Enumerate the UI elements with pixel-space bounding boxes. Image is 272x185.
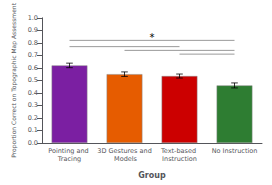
svg-text:Text-based: Text-based	[160, 147, 198, 155]
svg-text:Instruction: Instruction	[162, 155, 197, 163]
svg-text:*: *	[150, 32, 155, 43]
svg-text:No Instruction: No Instruction	[212, 147, 258, 155]
svg-text:0.4: 0.4	[28, 89, 38, 97]
svg-text:0.7: 0.7	[28, 51, 38, 59]
svg-text:0.1: 0.1	[28, 126, 38, 134]
svg-text:0.3: 0.3	[28, 101, 38, 109]
svg-text:0.0: 0.0	[28, 139, 38, 147]
svg-text:Pointing and: Pointing and	[48, 147, 91, 155]
svg-text:0.6: 0.6	[28, 64, 38, 72]
svg-text:0.5: 0.5	[28, 76, 38, 84]
svg-text:0.2: 0.2	[28, 114, 38, 122]
svg-text:Group: Group	[138, 171, 166, 180]
svg-text:0.8: 0.8	[28, 39, 38, 47]
svg-text:Models: Models	[112, 155, 138, 163]
svg-text:3D Gestures and: 3D Gestures and	[97, 147, 152, 155]
svg-text:Tracing: Tracing	[57, 155, 81, 163]
svg-text:1.0: 1.0	[28, 14, 38, 22]
svg-text:Proportion Correct on Topograp: Proportion Correct on Topographic Map As…	[10, 2, 18, 157]
svg-text:0.9: 0.9	[28, 26, 38, 34]
